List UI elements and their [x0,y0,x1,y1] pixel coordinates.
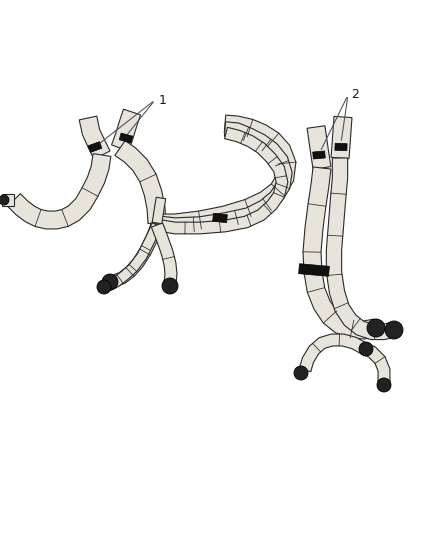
Bar [313,151,325,159]
Circle shape [102,274,118,290]
Polygon shape [156,127,288,234]
Circle shape [162,278,178,294]
Bar [88,142,102,152]
Bar [299,264,329,276]
Polygon shape [152,197,166,224]
Polygon shape [307,126,331,169]
Text: 1: 1 [159,93,167,107]
Polygon shape [299,334,366,372]
Polygon shape [303,167,377,339]
Polygon shape [326,158,395,340]
Polygon shape [7,154,111,229]
Polygon shape [112,223,162,287]
Bar [213,213,227,223]
Circle shape [367,319,385,337]
Polygon shape [157,115,296,232]
Polygon shape [331,116,352,159]
Bar [119,133,133,143]
Circle shape [377,378,391,392]
Polygon shape [360,343,390,382]
Circle shape [97,280,111,294]
Polygon shape [152,223,177,284]
Circle shape [294,366,308,380]
Polygon shape [115,141,166,224]
Polygon shape [156,122,292,232]
Polygon shape [2,194,14,206]
Bar [335,143,347,151]
Circle shape [0,195,9,205]
Circle shape [359,342,373,356]
Circle shape [385,321,403,339]
Polygon shape [106,223,162,290]
Text: 2: 2 [351,88,359,101]
Polygon shape [79,116,110,159]
Polygon shape [112,109,141,151]
